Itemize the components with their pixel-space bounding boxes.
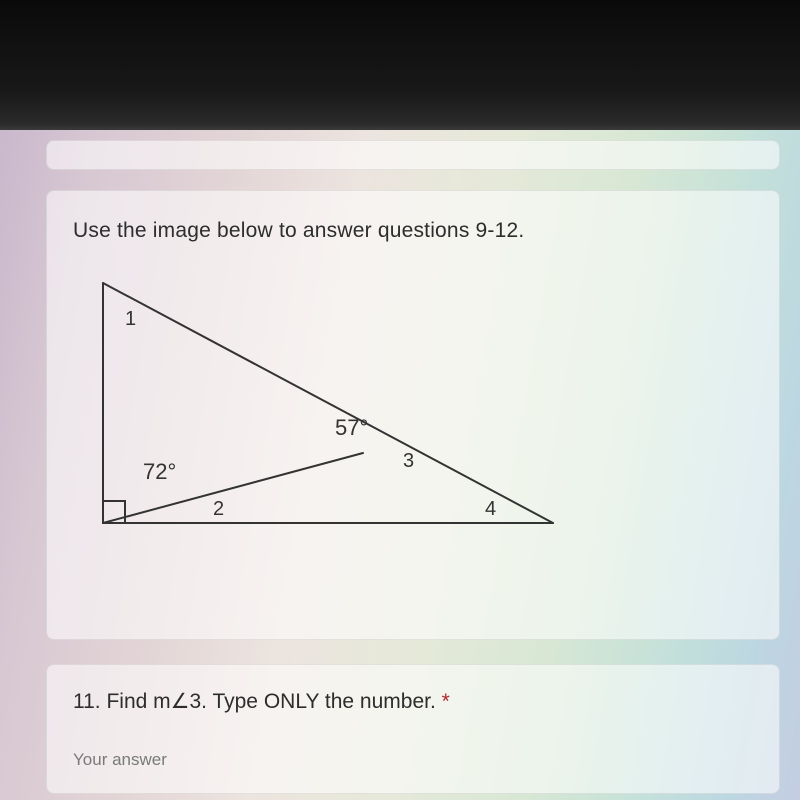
- question-card: 11. Find m∠3. Type ONLY the number. * Yo…: [46, 664, 780, 794]
- answer-input[interactable]: Your answer: [73, 750, 753, 770]
- instruction-text: Use the image below to answer questions …: [73, 219, 753, 243]
- device-bezel: [0, 0, 800, 130]
- svg-text:3: 3: [403, 450, 414, 472]
- diagram-card: Use the image below to answer questions …: [46, 190, 780, 640]
- triangle-diagram: 1 72° 2 57° 3 4: [73, 263, 593, 563]
- svg-text:1: 1: [125, 308, 136, 330]
- svg-text:57°: 57°: [335, 415, 368, 440]
- photo-frame: Use the image below to answer questions …: [0, 0, 800, 800]
- screen-area: Use the image below to answer questions …: [0, 130, 800, 800]
- question-body: Find m∠3. Type ONLY the number.: [106, 690, 435, 713]
- required-asterisk: *: [442, 690, 450, 713]
- question-number: 11.: [73, 690, 101, 713]
- svg-text:4: 4: [485, 498, 496, 520]
- previous-card-edge: [46, 140, 780, 170]
- svg-text:72°: 72°: [143, 459, 176, 484]
- question-text: 11. Find m∠3. Type ONLY the number. *: [73, 689, 753, 714]
- svg-text:2: 2: [213, 498, 224, 520]
